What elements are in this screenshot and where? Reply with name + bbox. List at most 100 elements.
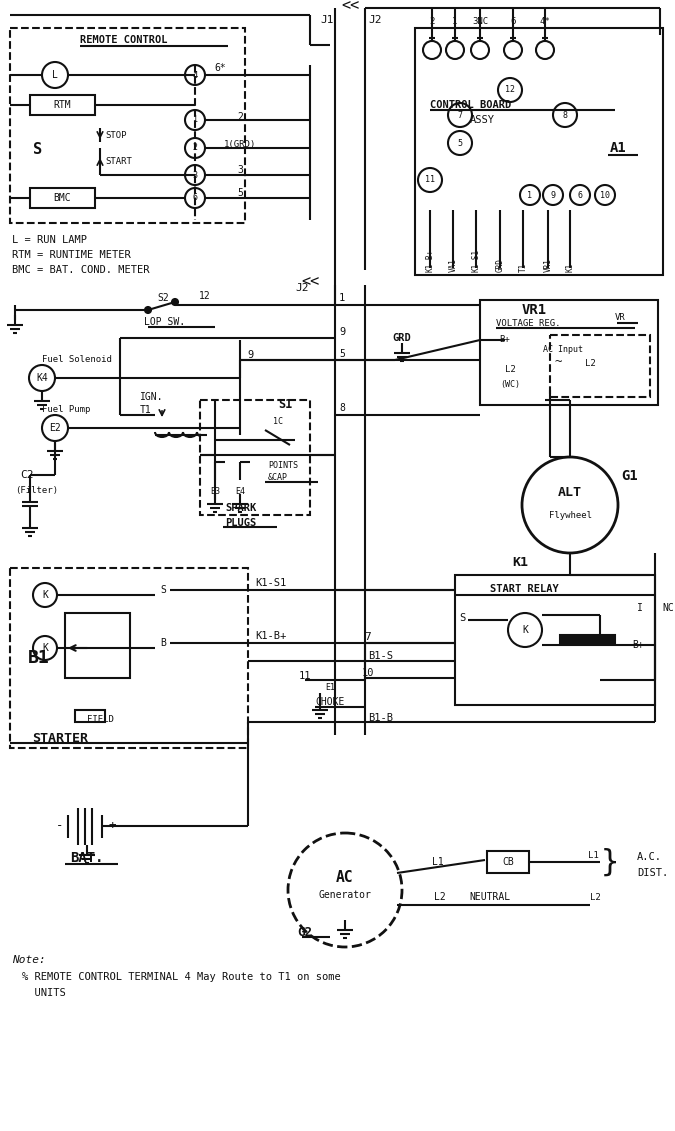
Text: (WC): (WC) bbox=[500, 380, 520, 389]
Text: 10: 10 bbox=[362, 668, 374, 677]
Text: LOP SW.: LOP SW. bbox=[144, 317, 186, 327]
Text: S: S bbox=[160, 585, 166, 595]
Text: I: I bbox=[637, 603, 643, 613]
Circle shape bbox=[543, 185, 563, 205]
Text: E1: E1 bbox=[325, 683, 335, 692]
Text: UNITS: UNITS bbox=[22, 988, 65, 998]
Text: E2: E2 bbox=[49, 423, 61, 433]
Text: POINTS: POINTS bbox=[268, 460, 298, 469]
Text: L = RUN LAMP: L = RUN LAMP bbox=[12, 235, 87, 245]
Text: 7: 7 bbox=[364, 632, 371, 642]
Text: 10: 10 bbox=[600, 190, 610, 199]
Text: B+: B+ bbox=[500, 336, 510, 345]
Bar bbox=[30, 95, 95, 115]
Text: 7: 7 bbox=[458, 111, 462, 120]
Text: VR1: VR1 bbox=[521, 303, 547, 317]
Circle shape bbox=[29, 365, 55, 391]
Text: Fuel Solenoid: Fuel Solenoid bbox=[42, 355, 112, 364]
Text: 2: 2 bbox=[192, 144, 198, 153]
Text: 1: 1 bbox=[527, 190, 533, 199]
Text: B1-B: B1-B bbox=[368, 713, 393, 723]
Text: CB: CB bbox=[502, 857, 514, 867]
Text: Fuel Pump: Fuel Pump bbox=[42, 406, 90, 414]
Circle shape bbox=[520, 185, 540, 205]
Text: 8: 8 bbox=[339, 403, 345, 413]
Text: L2: L2 bbox=[505, 365, 516, 374]
Text: (Filter): (Filter) bbox=[15, 485, 58, 494]
Text: 12: 12 bbox=[199, 291, 211, 301]
Text: L1: L1 bbox=[588, 851, 598, 860]
Text: A1: A1 bbox=[610, 141, 627, 155]
Text: 9: 9 bbox=[247, 349, 253, 360]
Text: 6: 6 bbox=[192, 193, 198, 202]
Text: K1-B+: K1-B+ bbox=[255, 631, 286, 641]
Bar bbox=[75, 710, 105, 722]
Text: <<: << bbox=[301, 275, 319, 290]
Text: G2: G2 bbox=[298, 925, 313, 939]
Text: T1: T1 bbox=[140, 405, 152, 415]
Text: S2: S2 bbox=[157, 293, 169, 303]
Text: C2: C2 bbox=[20, 470, 34, 480]
Text: Note:: Note: bbox=[12, 955, 46, 965]
Text: 6: 6 bbox=[578, 190, 583, 199]
Bar bbox=[415, 28, 663, 275]
Circle shape bbox=[448, 131, 472, 155]
Text: CONTROL BOARD: CONTROL BOARD bbox=[430, 100, 511, 110]
Text: Flywheel: Flywheel bbox=[549, 510, 591, 519]
Text: AC: AC bbox=[336, 870, 354, 884]
Text: K1-S1: K1-S1 bbox=[255, 578, 286, 588]
Circle shape bbox=[185, 110, 205, 130]
Text: START: START bbox=[105, 157, 132, 166]
Text: BMC: BMC bbox=[53, 193, 71, 202]
Circle shape bbox=[172, 299, 178, 305]
Text: L2: L2 bbox=[590, 893, 600, 903]
Text: A.C.: A.C. bbox=[637, 852, 662, 862]
Text: L: L bbox=[52, 70, 58, 80]
Text: K1-S1: K1-S1 bbox=[472, 249, 481, 271]
Text: T1: T1 bbox=[518, 262, 527, 271]
Text: PLUGS: PLUGS bbox=[225, 518, 256, 528]
Text: K4: K4 bbox=[36, 373, 48, 383]
Text: REMOTE CONTROL: REMOTE CONTROL bbox=[80, 35, 167, 45]
Text: NC: NC bbox=[662, 603, 674, 613]
Text: 3: 3 bbox=[237, 165, 243, 175]
Text: B+: B+ bbox=[632, 640, 644, 650]
Text: SPARK: SPARK bbox=[225, 503, 256, 513]
Text: +: + bbox=[108, 820, 115, 832]
Text: J1: J1 bbox=[320, 15, 333, 25]
Text: J2: J2 bbox=[295, 283, 308, 293]
Bar bbox=[10, 28, 245, 223]
Text: 9: 9 bbox=[339, 327, 345, 337]
Text: <<: << bbox=[341, 0, 359, 14]
Bar bbox=[65, 613, 130, 677]
Circle shape bbox=[536, 41, 554, 59]
Circle shape bbox=[504, 41, 522, 59]
Circle shape bbox=[498, 78, 522, 102]
Text: K: K bbox=[522, 625, 528, 634]
Text: 1: 1 bbox=[452, 17, 458, 26]
Text: 6*: 6* bbox=[214, 63, 226, 74]
Text: RTM: RTM bbox=[53, 100, 71, 110]
Text: L2: L2 bbox=[585, 359, 595, 368]
Text: 4*: 4* bbox=[539, 17, 550, 26]
Text: GRD: GRD bbox=[495, 258, 504, 271]
Bar bbox=[200, 400, 310, 515]
Circle shape bbox=[288, 834, 402, 947]
Circle shape bbox=[508, 613, 542, 647]
Text: 11: 11 bbox=[299, 671, 311, 681]
Text: VA1: VA1 bbox=[448, 258, 458, 271]
Circle shape bbox=[471, 41, 489, 59]
Text: ~: ~ bbox=[554, 355, 562, 369]
Text: FIELD: FIELD bbox=[86, 716, 113, 725]
Circle shape bbox=[418, 169, 442, 192]
Circle shape bbox=[42, 415, 68, 441]
Text: 3: 3 bbox=[192, 171, 198, 180]
Text: E4: E4 bbox=[235, 487, 245, 497]
Text: 8: 8 bbox=[562, 111, 568, 120]
Bar bbox=[487, 851, 529, 873]
Text: E3: E3 bbox=[210, 487, 220, 497]
Text: 5: 5 bbox=[237, 188, 243, 198]
Text: STARTER: STARTER bbox=[32, 732, 88, 744]
Circle shape bbox=[33, 582, 57, 607]
Text: NEUTRAL: NEUTRAL bbox=[469, 892, 510, 903]
